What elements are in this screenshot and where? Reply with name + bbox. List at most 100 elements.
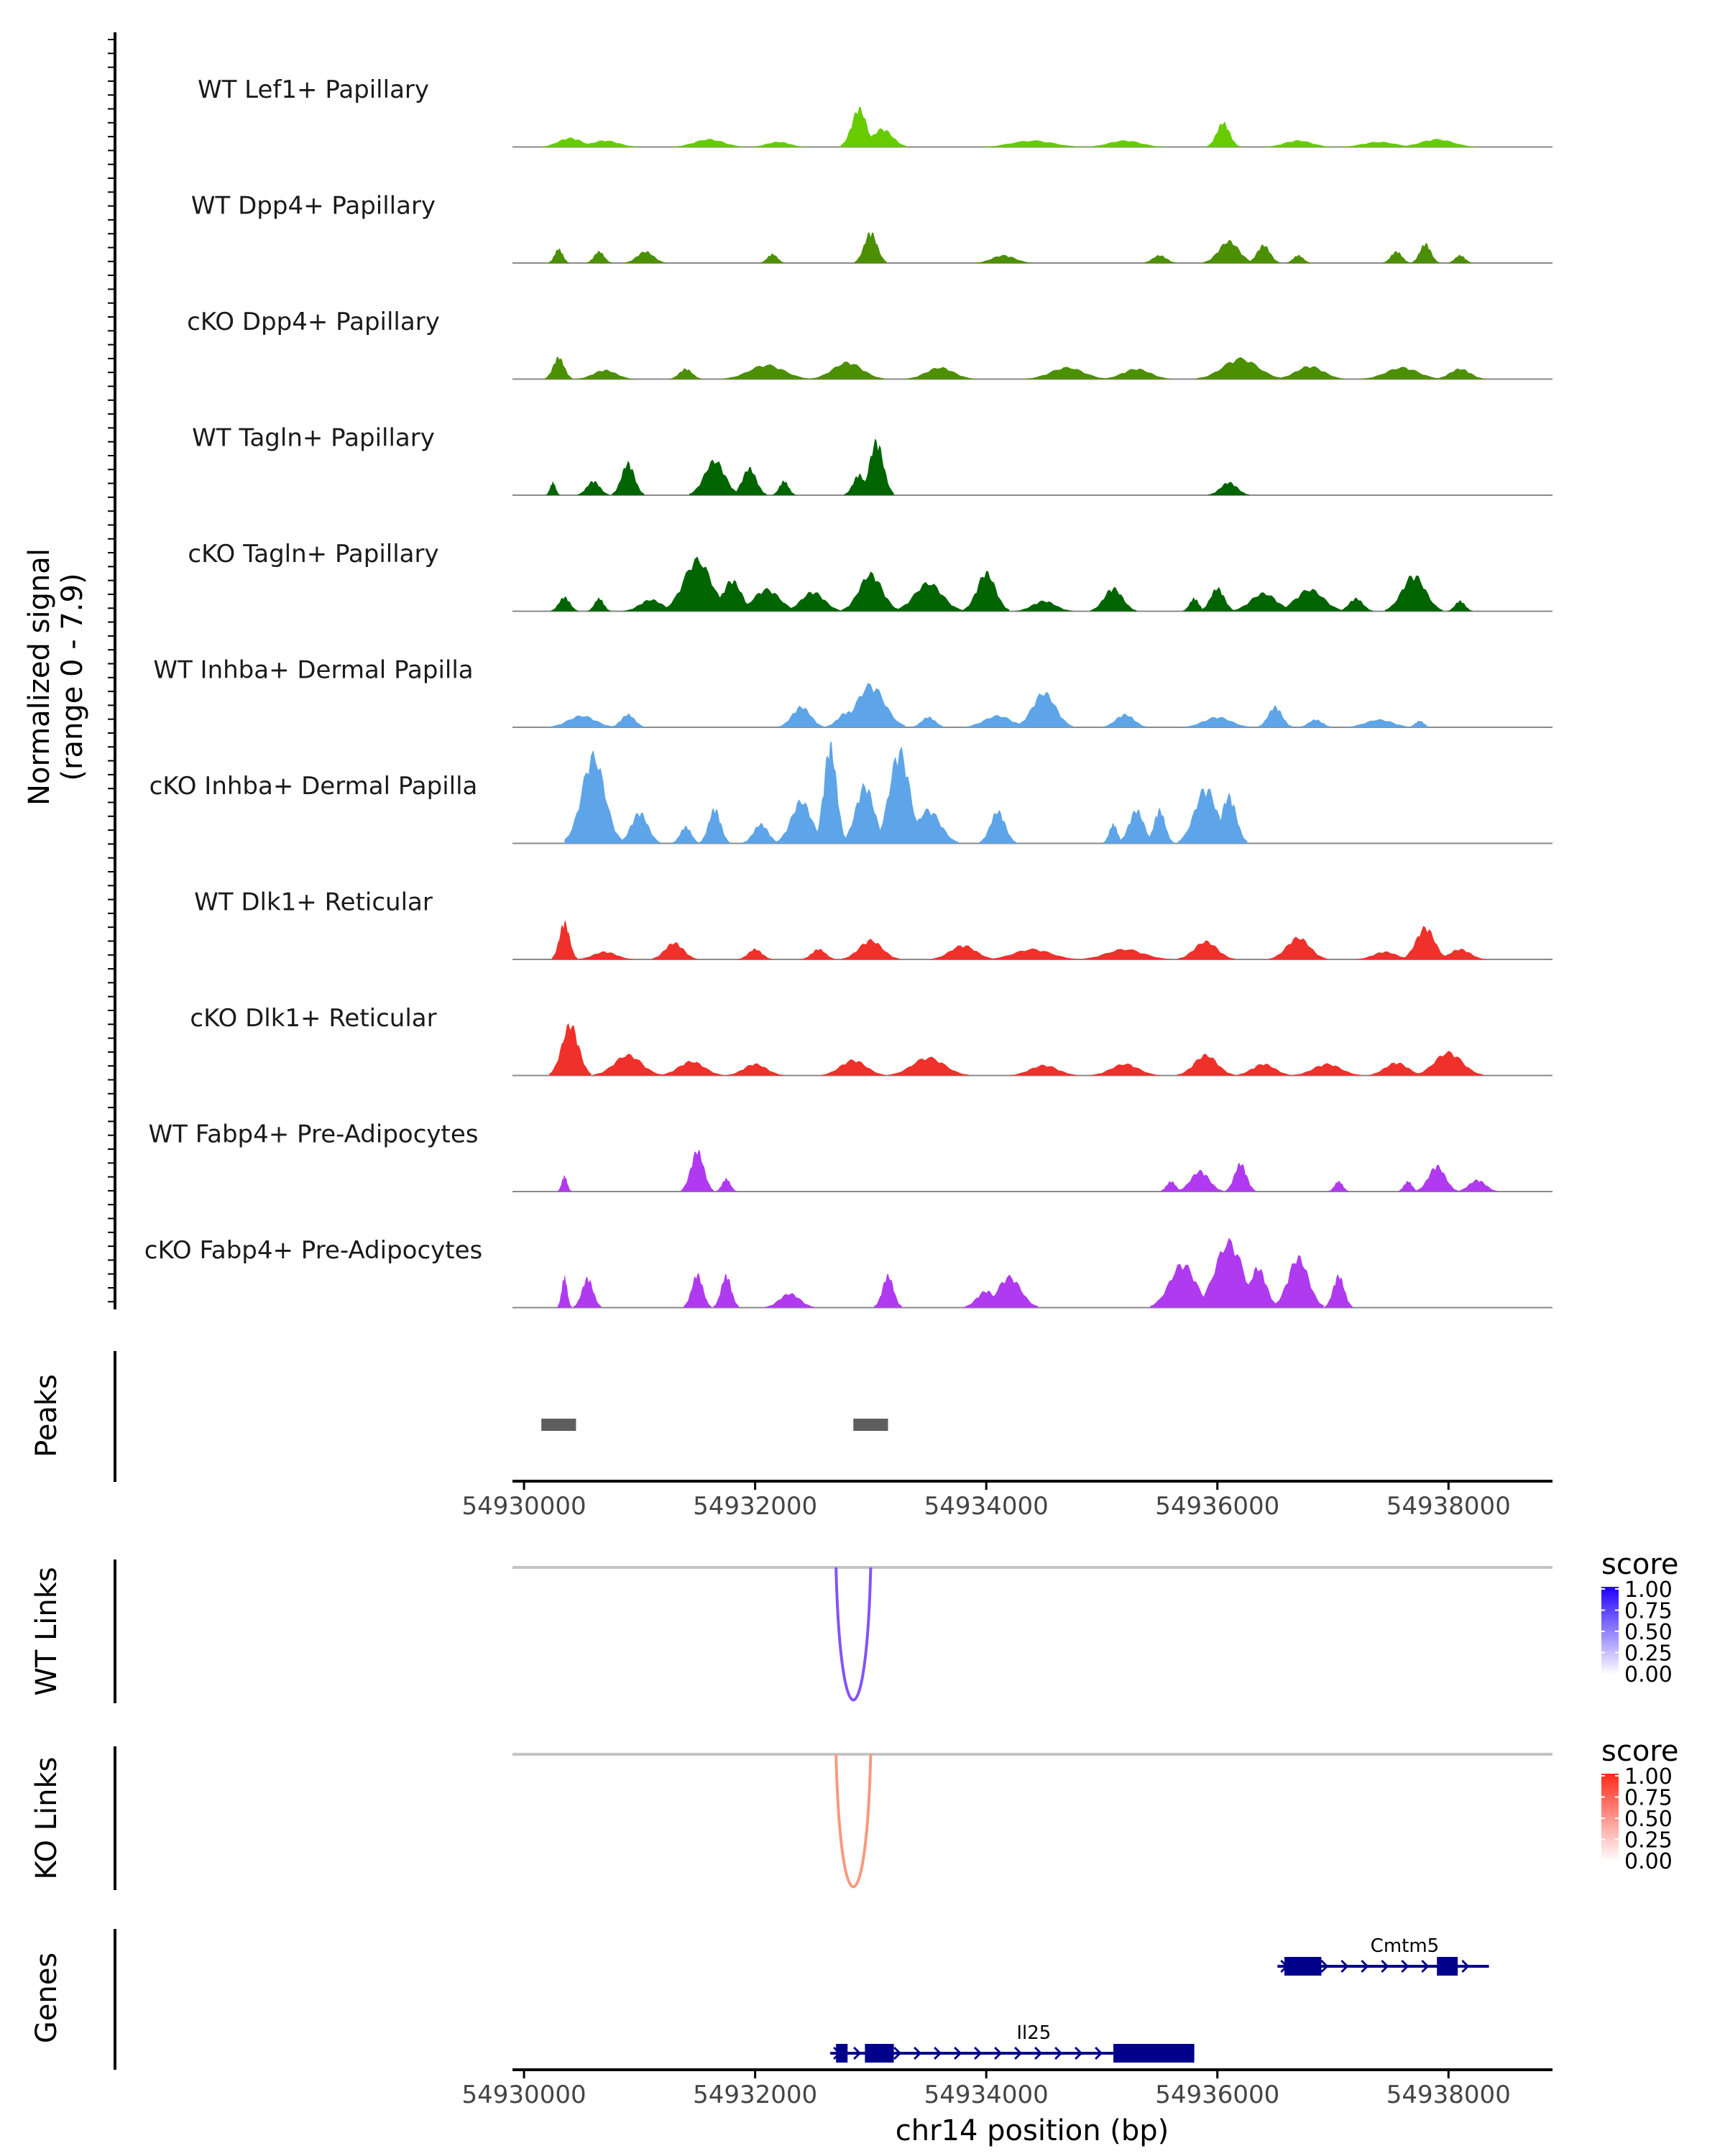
coverage-peak [874, 1273, 902, 1308]
coverage-peak [1015, 600, 1073, 612]
coverage-track: WT Fabp4+ Pre-Adipocytes [149, 1120, 1552, 1192]
coverage-peak [905, 367, 975, 379]
coverage-peak [547, 715, 617, 727]
coverage-peak [576, 951, 634, 959]
coverage-peak [1447, 254, 1473, 263]
coverage-yaxis-ticks [108, 39, 115, 1303]
coverage-peak [874, 746, 925, 844]
gene-exon [865, 2044, 894, 2063]
genes-xaxis-title: chr14 position (bp) [896, 2114, 1169, 2147]
coverage-peak [1247, 244, 1280, 263]
coverage-peak [737, 948, 773, 959]
gene-strand-arrow [1075, 2046, 1083, 2060]
coverage-peak [1203, 239, 1255, 263]
coverage-peak [842, 783, 888, 844]
coverage-peak [1435, 949, 1486, 959]
coverage-peak [1402, 926, 1449, 959]
coverage-peak [1177, 1169, 1223, 1192]
coverage-peak [577, 481, 610, 495]
coverage-peak [975, 254, 1033, 263]
coverage-peak [1258, 705, 1293, 727]
coverage-peak [814, 742, 847, 844]
coverage-peak [587, 597, 611, 612]
gene-strand-arrow [954, 2046, 962, 2060]
coverage-peak [1414, 1051, 1484, 1076]
coverage-peak [1447, 600, 1473, 612]
coverage-peak [783, 591, 842, 612]
track-label: WT Dpp4+ Papillary [191, 192, 436, 221]
coverage-peak [671, 139, 746, 147]
coverage-peak [749, 142, 807, 147]
coverage-peak [586, 251, 612, 263]
coverage-peak [734, 587, 799, 612]
coverage-peak [1338, 142, 1420, 147]
coverage-peak [726, 1063, 784, 1076]
coverage-peak [722, 364, 811, 379]
coverage-peak [1356, 951, 1414, 959]
coverage-peak [842, 571, 900, 612]
coverage-peak [681, 1149, 714, 1192]
coverage-peak [979, 809, 1016, 844]
gene-strand-arrow [1054, 2046, 1063, 2060]
genes-ylabel: Genes [30, 1953, 63, 2043]
coverage-peak [859, 438, 894, 495]
gene-strand-arrow [893, 2046, 902, 2060]
coverage-peak [893, 581, 963, 612]
peak-region [853, 1419, 888, 1431]
peaks-ylabel: Peaks [30, 1374, 63, 1457]
coverage-peak [1269, 936, 1328, 959]
coverage-peak [821, 1059, 886, 1076]
coverage-peak [546, 481, 560, 495]
coverage-track: cKO Dlk1+ Reticular [190, 1004, 1552, 1077]
peaks-xaxis: 54930000 54932000 54934000 54936000 54938000 [462, 1481, 1511, 1521]
gene-strand-arrow [914, 2046, 922, 2060]
gene-strand-arrow [1014, 2046, 1023, 2060]
peak-region [541, 1419, 576, 1431]
legend-tick-label: 1.00 [1624, 1764, 1673, 1789]
coverage-peak [1397, 139, 1478, 147]
coverage-peak [1200, 586, 1235, 612]
gene-strand-arrow [1361, 1959, 1369, 1973]
coverage-peak [1159, 1181, 1183, 1192]
coverage-peak [576, 369, 634, 379]
coverage-peak [551, 920, 577, 959]
coverage-peak [764, 1293, 816, 1308]
coverage-track: cKO Inhba+ Dermal Papilla [150, 742, 1552, 844]
coverage-peak [836, 683, 906, 727]
coverage-ylabel: Normalized signal (range 0 - 7.9) [23, 548, 89, 806]
coverage-peak [1344, 719, 1414, 727]
coverage-peak [1328, 1180, 1349, 1192]
gene-exon [836, 2044, 848, 2063]
coverage-ylabel-range: (range 0 - 7.9) [56, 573, 89, 780]
coverage-peak [574, 1276, 602, 1308]
coverage-peak [1367, 1062, 1426, 1076]
coverage-peak [980, 1274, 1039, 1308]
gene-exon [1437, 1957, 1458, 1976]
legend-tick-label: 0.25 [1624, 1641, 1673, 1667]
coverage-peak [1196, 356, 1284, 379]
gene-models: Cmtm5 Il25 [830, 1935, 1489, 2063]
coverage-peak [540, 137, 601, 147]
xaxis-tick-label: 54930000 [462, 2081, 586, 2109]
track-label: WT Dlk1+ Reticular [194, 888, 433, 917]
coverage-peak [1456, 1179, 1499, 1192]
coverage-peak [898, 808, 959, 844]
gene-strand-arrow [1381, 1959, 1389, 1973]
coverage-peak [612, 461, 645, 495]
coverage-peak [1025, 367, 1109, 379]
coverage-peak [1234, 1064, 1293, 1076]
coverage-track: WT Inhba+ Dermal Papilla [153, 656, 1552, 728]
gene-strand-arrow [1320, 1959, 1329, 1973]
gene-model: Cmtm5 [1277, 1935, 1489, 1976]
coverage-peak [551, 596, 579, 612]
coverage-track: WT Dlk1+ Reticular [194, 888, 1552, 960]
legend-tick-label: 0.50 [1624, 1620, 1673, 1645]
xaxis-tick-label: 54930000 [462, 1492, 586, 1521]
coverage-peak [1210, 792, 1248, 844]
coverage-peak [1194, 1238, 1264, 1308]
coverage-tracks: WT Lef1+ Papillary WT Dpp4+ Papillary cKO … [144, 75, 1552, 1309]
coverage-peak [1408, 720, 1432, 727]
legend-tick-label: 0.75 [1624, 1599, 1673, 1624]
coverage-peak [669, 368, 702, 379]
